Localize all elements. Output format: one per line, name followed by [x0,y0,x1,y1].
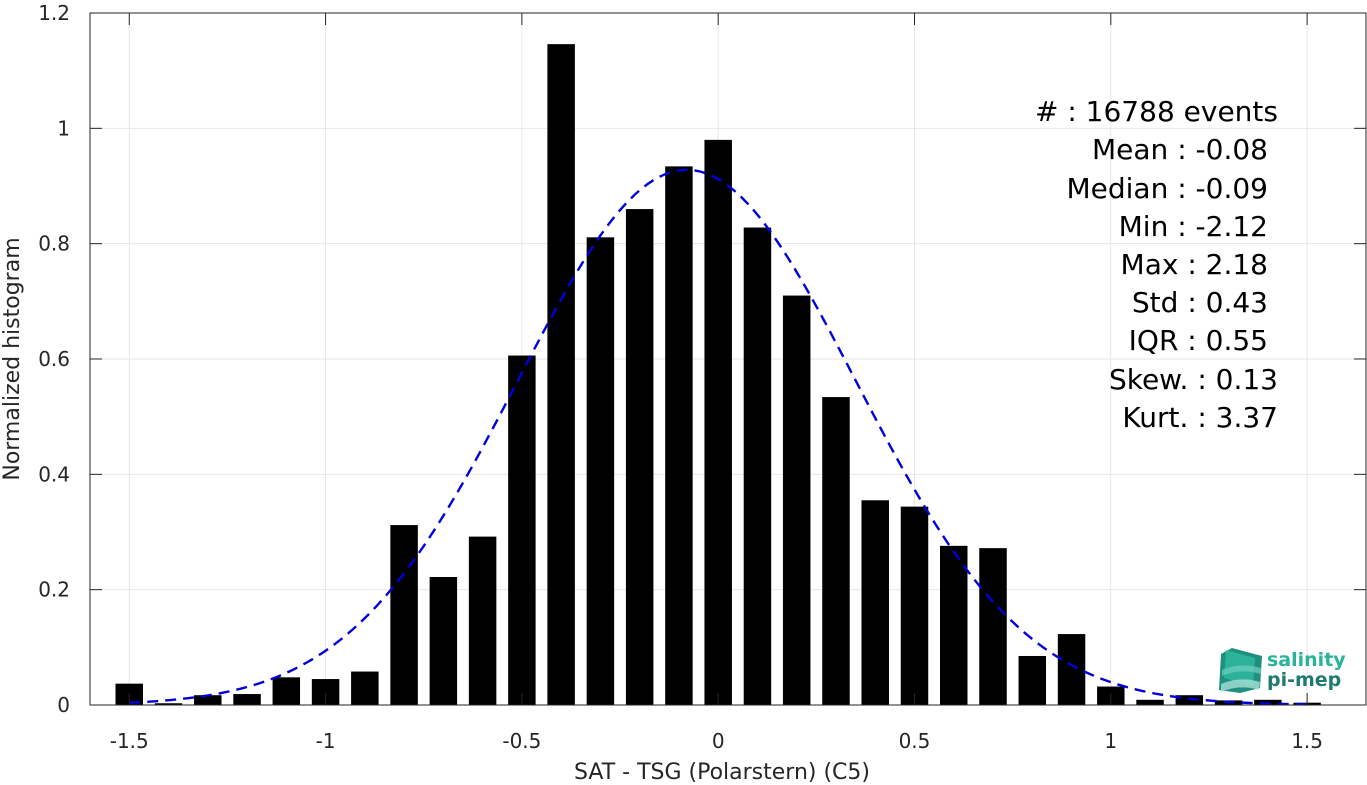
histogram-bar [390,525,418,705]
x-tick-label: 1.5 [1291,729,1323,753]
histogram-bar [900,506,929,705]
histogram-bar [940,545,968,705]
y-tick-label: 1.2 [38,1,70,25]
stat-kurt: Kurt. : 3.37 [1122,401,1278,434]
histogram-bar [547,44,575,705]
y-tick-labels: 0 0.2 0.4 0.6 0.8 1 1.2 [38,1,70,717]
histogram-bar [979,548,1007,705]
histogram-bar [625,209,654,706]
histogram-bar [194,695,222,705]
y-tick-label: 0.6 [38,347,70,371]
y-tick-label: 0.8 [38,232,70,256]
logo-line2: pi-mep [1267,669,1341,691]
stat-skew: Skew. : 0.13 [1109,363,1278,396]
y-axis-label: Normalized histogram [0,237,25,480]
histogram-bar [351,671,379,705]
logo-mark-icon [1219,648,1262,693]
x-tick-labels: -1.5 -1 -0.5 0 0.5 1 1.5 [110,729,1323,753]
histogram-bar [233,694,261,705]
histogram-bar [861,500,889,705]
histogram-bar [429,576,458,705]
y-tick-label: 0.2 [38,578,70,602]
logo-line1: salinity [1267,649,1346,671]
x-axis-label: SAT - TSG (Polarstern) (C5) [574,760,870,785]
histogram-bar [743,227,772,705]
stat-min: Min : -2.12 [1119,210,1268,243]
histogram-bar [272,677,301,705]
y-tick-label: 1 [57,116,70,140]
histogram-bar [1136,699,1164,705]
histogram-bar [1057,634,1086,705]
salinity-pi-mep-logo: salinity pi-mep [1219,648,1346,693]
histogram-bar [822,397,850,705]
histogram-bar [586,237,615,705]
x-tick-label: -0.5 [502,729,541,753]
stat-events: # : 16788 events [1035,95,1278,128]
x-tick-label: 0.5 [899,729,931,753]
stat-max: Max : 2.18 [1121,248,1268,281]
statistics-annotation: # : 16788 events Mean : -0.08 Median : -… [1035,95,1278,434]
axis-ticks [90,12,1366,706]
y-tick-label: 0 [57,693,70,717]
stat-median: Median : -0.09 [1066,172,1268,205]
histogram-bar [154,703,183,705]
x-tick-label: -1.5 [110,729,149,753]
bars [115,44,1321,706]
stat-mean: Mean : -0.08 [1092,133,1268,166]
stat-iqr: IQR : 0.55 [1129,324,1268,357]
x-tick-label: 1 [1104,729,1117,753]
stat-std: Std : 0.43 [1132,286,1268,319]
histogram-bar [704,139,732,705]
y-tick-label: 0.4 [38,462,70,486]
histogram-bar [1018,655,1047,705]
histogram-bar [508,355,536,705]
histogram-bar [1175,695,1204,705]
histogram-bar [468,536,497,705]
gaussian-fit-curve [129,168,1308,706]
histogram-bar [782,295,811,705]
x-tick-label: -1 [316,729,336,753]
histogram-bar [665,166,693,706]
x-tick-label: 0 [712,729,725,753]
